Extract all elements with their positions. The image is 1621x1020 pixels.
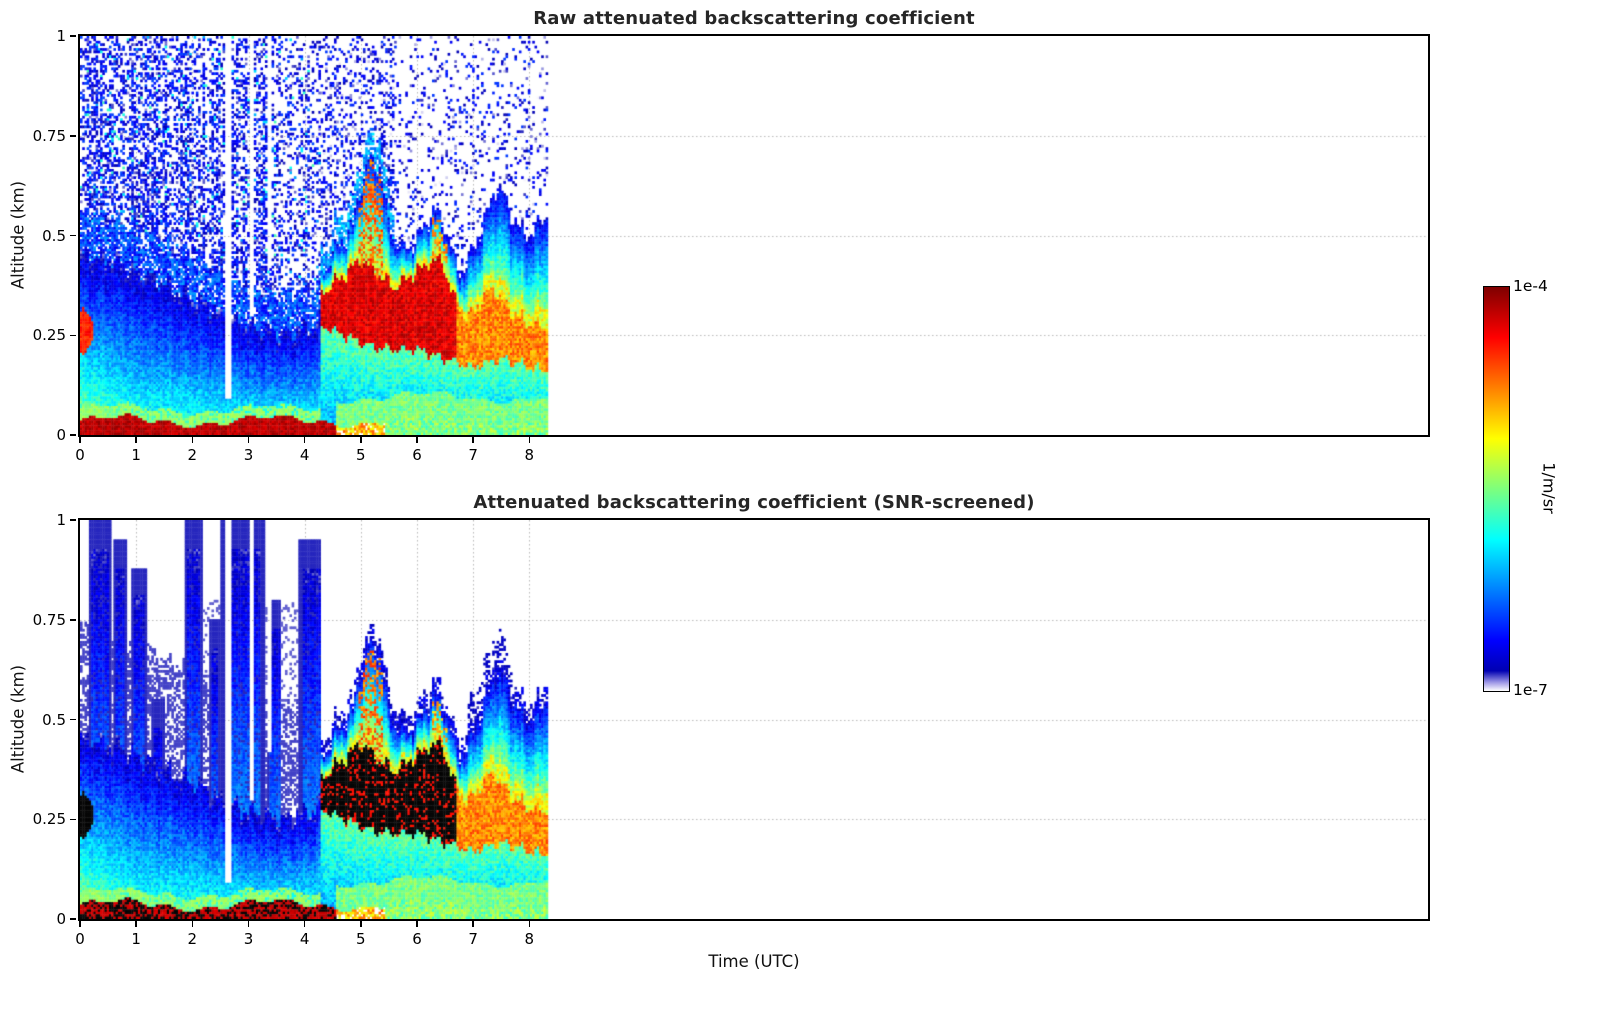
x-tick-label: 5 [356, 930, 366, 948]
x-tick-mark [79, 437, 81, 443]
x-tick-label: 8 [524, 446, 535, 464]
x-tick-label: 7 [468, 930, 478, 948]
colorbar-unit-label: 1/m/sr [1539, 462, 1559, 514]
y-tick-mark [70, 918, 76, 920]
x-axis-label: Time (UTC) [708, 952, 800, 971]
y-tick-mark [70, 334, 76, 336]
x-tick-label: 2 [187, 930, 198, 948]
panel1-title: Raw attenuated backscattering coefficien… [533, 8, 975, 29]
y-tick-label: 0.5 [42, 226, 66, 245]
y-tick-mark [70, 718, 76, 721]
x-tick-label: 0 [75, 446, 85, 464]
x-tick-mark [79, 921, 81, 927]
colorbar-gradient [1484, 287, 1509, 691]
x-tick-mark [247, 921, 250, 927]
x-tick-mark [472, 921, 474, 927]
y-tick-mark [70, 619, 76, 621]
y-tick-label: 0.5 [42, 710, 66, 729]
x-tick-mark [528, 921, 531, 927]
panel2-plot-area [78, 518, 1430, 921]
x-tick-label: 1 [131, 446, 141, 464]
x-tick-label: 3 [243, 930, 254, 948]
x-tick-mark [303, 921, 306, 927]
y-tick-label: 0.25 [32, 810, 66, 829]
x-tick-mark [191, 921, 194, 927]
y-tick-mark [70, 35, 76, 37]
x-tick-mark [135, 921, 137, 927]
x-tick-mark [303, 437, 306, 443]
panel1-heatmap-canvas [80, 36, 1428, 435]
y-tick-mark [70, 519, 76, 521]
x-tick-mark [416, 437, 418, 443]
x-tick-mark [360, 437, 362, 443]
x-tick-mark [360, 921, 362, 927]
y-tick-label: 1 [56, 27, 66, 45]
y-tick-label: 0 [56, 910, 66, 928]
x-tick-mark [416, 921, 418, 927]
y-tick-mark [70, 135, 76, 137]
x-tick-label: 0 [75, 930, 85, 948]
colorbar-max-label: 1e-4 [1513, 277, 1548, 295]
y-tick-label: 0.75 [32, 610, 66, 629]
y-tick-label: 0.25 [32, 326, 66, 345]
x-tick-label: 4 [299, 446, 310, 464]
x-tick-label: 3 [243, 446, 254, 464]
y-tick-mark [70, 434, 76, 436]
x-tick-label: 7 [468, 446, 478, 464]
x-tick-mark [135, 437, 137, 443]
x-tick-mark [528, 437, 531, 443]
x-tick-mark [191, 437, 194, 443]
y-tick-mark [70, 234, 76, 237]
x-tick-label: 6 [412, 446, 422, 464]
y-tick-mark [70, 818, 76, 820]
y-tick-label: 0.75 [32, 126, 66, 145]
x-tick-label: 4 [299, 930, 310, 948]
x-tick-mark [472, 437, 474, 443]
x-tick-mark [247, 437, 250, 443]
panel2-heatmap-canvas [80, 520, 1428, 919]
colorbar-min-label: 1e-7 [1513, 681, 1548, 699]
y-tick-label: 1 [56, 511, 66, 529]
panel1-plot-area [78, 34, 1430, 437]
y-tick-label: 0 [56, 426, 66, 444]
colorbar [1483, 286, 1510, 692]
x-tick-label: 8 [524, 930, 535, 948]
x-tick-label: 1 [131, 930, 141, 948]
x-tick-label: 2 [187, 446, 198, 464]
x-tick-label: 5 [356, 446, 366, 464]
panel2-title: Attenuated backscattering coefficient (S… [473, 492, 1035, 513]
x-tick-label: 6 [412, 930, 422, 948]
